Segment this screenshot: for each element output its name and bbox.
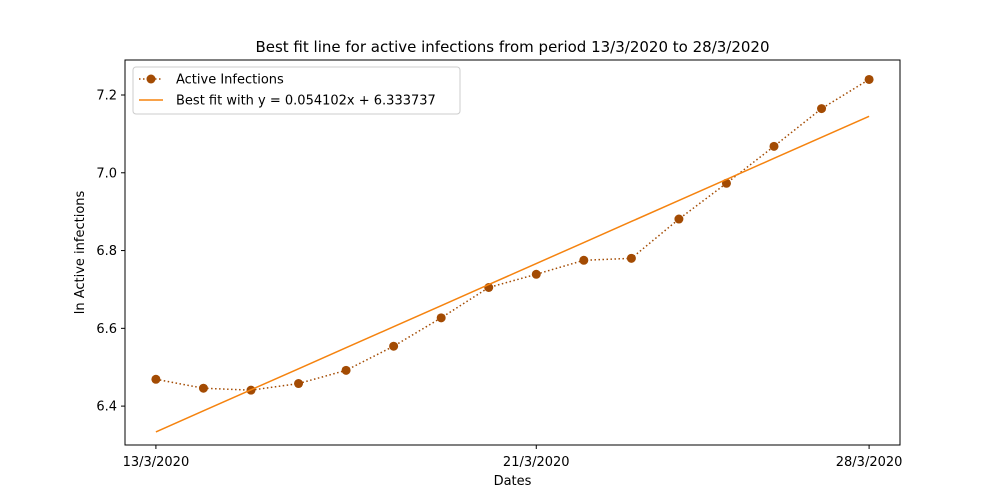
y-tick-label: 6.6 [96,322,117,337]
axes: 6.4 6.6 6.8 7.0 7.2 13/3/2020 21/3/2020 28/3/20… [96,89,902,471]
legend-marker [146,74,156,84]
x-tick-label: 28/3/2020 [836,455,903,470]
data-point [579,255,589,265]
plot-area [151,74,874,433]
x-tick-label: 13/3/2020 [123,455,190,470]
data-point [151,374,161,384]
data-point [864,74,874,84]
y-axis-label: ln Active infections [73,190,88,314]
plot-frame [124,59,901,446]
y-tick-label: 7.0 [96,166,117,181]
x-tick-label: 21/3/2020 [503,455,570,470]
y-tick-label: 6.8 [96,244,117,259]
data-point [294,379,304,389]
y-tick-label: 7.2 [96,89,117,104]
data-point [531,269,541,279]
series-line-0 [155,78,870,391]
data-point [674,214,684,224]
legend-box [132,66,461,115]
data-point [626,253,636,263]
y-tick-label: 6.4 [96,400,117,415]
legend-label-0: Active Infections [176,73,284,88]
data-point [436,313,446,323]
series-line-1 [155,115,870,433]
chart-title: Best fit line for active infections from… [255,38,769,56]
data-point [769,141,779,151]
data-point [389,341,399,351]
data-point [198,383,208,393]
data-point [341,365,351,375]
x-axis-label: Dates [494,474,532,489]
legend-label-1: Best fit with y = 0.054102x + 6.333737 [176,94,436,109]
legend: Active Infections Best fit with y = 0.054… [132,66,461,115]
data-point [817,104,827,114]
